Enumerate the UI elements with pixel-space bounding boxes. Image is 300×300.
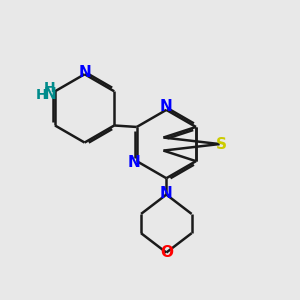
Text: H: H: [44, 81, 56, 95]
Text: H: H: [36, 88, 47, 102]
Text: N: N: [43, 87, 56, 102]
Text: O: O: [160, 245, 173, 260]
Text: N: N: [128, 155, 140, 170]
Text: N: N: [78, 65, 91, 80]
Text: N: N: [160, 187, 173, 202]
Text: S: S: [215, 136, 226, 152]
Text: N: N: [160, 99, 173, 114]
